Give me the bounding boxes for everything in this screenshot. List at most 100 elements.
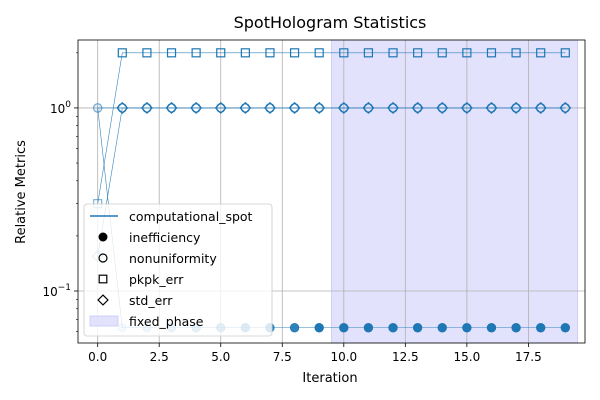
legend-label: std_err — [129, 293, 173, 308]
inefficiency-point — [289, 323, 300, 333]
std_err-point — [190, 101, 203, 114]
pkpk_err-point — [560, 48, 570, 58]
x-axis-ticks: 0.0 2.5 5.0 7.5 10.0 12.5 15.0 17.5 — [88, 343, 542, 364]
nonuniformity-point — [314, 103, 324, 113]
nonuniformity-point — [462, 103, 472, 113]
legend-patch-swatch — [89, 315, 119, 327]
pkpk_err-point — [511, 48, 521, 58]
nonuniformity-point — [166, 103, 177, 113]
chart-title: SpotHologram Statistics — [234, 13, 427, 32]
inefficiency-point — [437, 323, 447, 333]
std_err-point — [140, 101, 153, 114]
nonuniformity-point — [486, 103, 497, 113]
legend-marker — [97, 294, 109, 306]
std_err-point — [239, 101, 252, 114]
nonuniformity-point — [437, 103, 448, 113]
y-axis-label: Relative Metrics — [14, 140, 29, 244]
pkpk_err-point — [314, 48, 324, 58]
legend-label: inefficiency — [129, 230, 201, 245]
pkpk_err-point — [240, 48, 250, 58]
legend-marker — [98, 253, 108, 263]
nonuniformity-point — [535, 103, 546, 113]
legend: computational_spot inefficiency nonuniform… — [83, 203, 273, 337]
y-tick-label: 10−1 — [42, 283, 71, 299]
std_err-point — [411, 101, 424, 114]
nonuniformity-point — [339, 103, 349, 113]
nonuniformity-point — [117, 103, 128, 113]
legend-label: computational_spot — [129, 209, 253, 224]
pkpk_err-point — [536, 48, 546, 58]
legend-marker — [98, 232, 108, 242]
inefficiency-point — [388, 323, 398, 333]
nonuniformity-point — [142, 103, 152, 113]
x-axis-label: Iteration — [302, 371, 357, 386]
inefficiency-point — [412, 323, 423, 333]
nonuniformity-point — [388, 103, 398, 113]
axes-frame — [77, 39, 586, 344]
legend-label: fixed_phase — [129, 314, 204, 329]
inefficiency-point — [363, 323, 374, 333]
pkpk_err-point — [142, 48, 152, 58]
y-tick-label: 100 — [50, 100, 71, 116]
x-tick-label: 10.0 — [330, 350, 357, 364]
std_err-point — [337, 101, 350, 114]
pkpk_err-point — [289, 48, 300, 58]
nonuniformity-point — [215, 103, 226, 113]
x-tick-label: 12.5 — [392, 350, 419, 364]
pkpk_err-point — [363, 48, 374, 58]
legend-marker — [98, 274, 108, 284]
nonuniformity-point — [412, 103, 423, 113]
fixed-phase-region — [331, 39, 579, 344]
std_err-point — [263, 101, 277, 114]
y-axis-ticks: 100 10−1 — [42, 52, 78, 332]
pkpk_err-point — [339, 48, 349, 58]
nonuniformity-point — [265, 103, 275, 113]
nonuniformity-point — [191, 103, 201, 113]
inefficiency-point — [314, 323, 324, 333]
std_err-point — [362, 101, 375, 114]
std_err-point — [214, 101, 227, 114]
pkpk_err-point — [117, 48, 127, 58]
std_err-point — [485, 101, 498, 114]
inefficiency-point — [462, 323, 472, 333]
pkpk_err-point — [462, 48, 472, 58]
nonuniformity-point — [363, 103, 374, 113]
std_err-point — [510, 101, 523, 114]
pkpk_err-point — [388, 48, 398, 58]
pkpk_err-point — [437, 48, 447, 58]
inefficiency-point — [486, 323, 497, 333]
x-tick-label: 15.0 — [454, 350, 481, 364]
nonuniformity-point — [511, 103, 521, 113]
std_err-point — [165, 101, 178, 114]
legend-box — [83, 203, 273, 337]
pkpk_err-point — [413, 48, 423, 58]
legend-label: nonuniformity — [129, 251, 217, 266]
x-tick-label: 5.0 — [211, 350, 230, 364]
std_err-point — [460, 101, 473, 114]
std_err-point — [386, 101, 400, 114]
pkpk_err-point — [166, 48, 177, 58]
nonuniformity-point — [289, 103, 300, 113]
x-tick-label: 17.5 — [515, 350, 542, 364]
x-tick-label: 2.5 — [150, 350, 169, 364]
x-tick-label: 0.0 — [88, 350, 107, 364]
std_err-point — [288, 101, 301, 114]
inefficiency-point — [560, 323, 571, 333]
pkpk_err-point — [191, 48, 201, 58]
std_err-point — [534, 101, 547, 114]
nonuniformity-point — [240, 103, 251, 113]
std_err-point — [313, 101, 326, 114]
inefficiency-point — [535, 323, 546, 333]
pkpk_err-point — [265, 48, 275, 58]
x-tick-label: 7.5 — [273, 350, 292, 364]
std_err-point — [436, 101, 449, 114]
pkpk_err-point — [486, 48, 497, 58]
inefficiency-point — [511, 323, 521, 333]
nonuniformity-point — [92, 103, 103, 113]
nonuniformity-point — [560, 103, 571, 113]
legend-label: pkpk_err — [129, 272, 184, 287]
inefficiency-point — [339, 323, 349, 333]
pkpk_err-point — [216, 48, 226, 58]
std_err-point — [116, 101, 129, 114]
